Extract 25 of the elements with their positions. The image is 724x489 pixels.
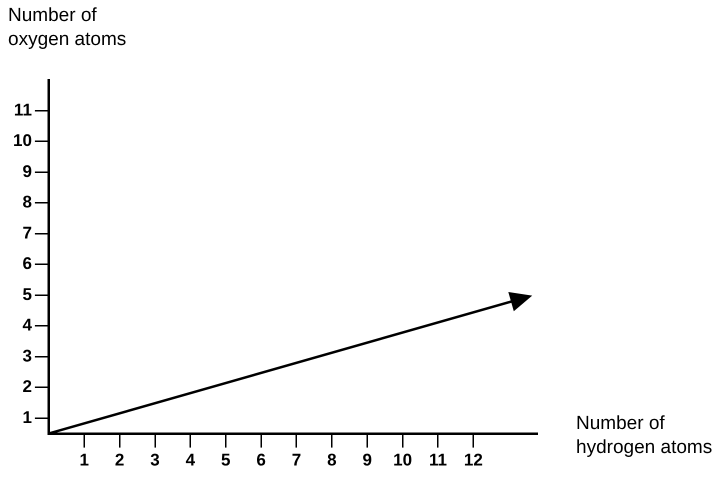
x-tick-label: 10 [393, 450, 412, 470]
y-axis-title: Number of oxygen atoms [8, 4, 126, 52]
x-tick-label: 5 [221, 450, 230, 470]
x-tick-label: 9 [362, 450, 372, 470]
y-tick-label: 7 [22, 223, 32, 242]
y-tick-label: 1 [22, 408, 32, 427]
x-tick-label: 3 [150, 450, 160, 470]
y-tick-label: 4 [22, 316, 32, 335]
y-tick-label: 8 [22, 192, 32, 212]
y-tick-label: 5 [22, 284, 32, 304]
x-tick-label: 6 [256, 450, 266, 470]
x-tick-label: 1 [80, 450, 90, 470]
x-tick-label: 4 [186, 450, 196, 470]
x-axis-title: Number of hydrogen atoms [576, 412, 712, 460]
x-tick-label: 2 [114, 450, 124, 470]
y-tick-label: 10 [12, 131, 32, 150]
y-tick-label: 11 [14, 100, 32, 120]
y-tick-label: 2 [22, 377, 32, 396]
x-tick-label: 11 [428, 450, 447, 470]
y-tick-label: 6 [22, 254, 32, 274]
x-tick-label: 8 [327, 450, 337, 470]
x-tick-label: 7 [292, 450, 302, 470]
y-tick-label: 3 [22, 346, 32, 366]
y-tick-label: 9 [22, 162, 32, 181]
x-tick-label: 12 [464, 450, 483, 470]
